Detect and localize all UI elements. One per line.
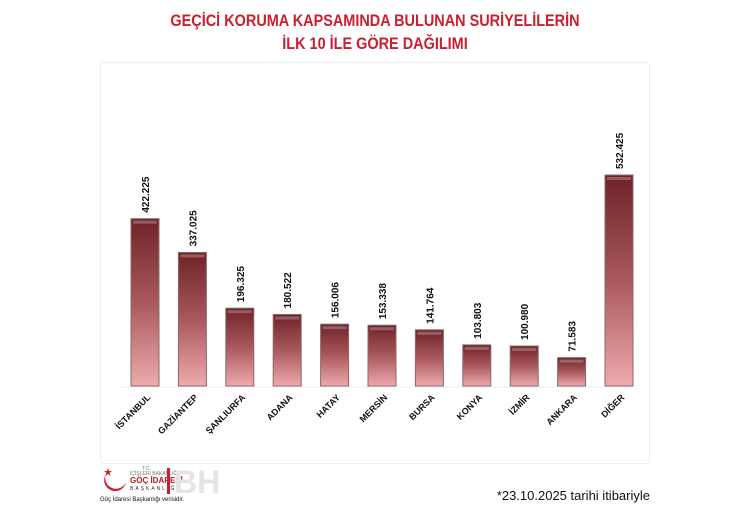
value-label: 71.583 [568, 321, 579, 352]
bar-highlight [417, 331, 442, 335]
chart-title: GEÇİCİ KORUMA KAPSAMINDA BULUNAN SURİYEL… [56, 9, 694, 55]
bar [557, 357, 587, 387]
bar [225, 307, 255, 387]
bar [367, 324, 397, 387]
value-label: 196.325 [236, 266, 247, 303]
bar-highlight [464, 346, 489, 350]
goc-idaresi-logo: T.C. İÇİŞLERİ BAKANLIĞI GÖÇ İDARESİ BAŞK… [100, 464, 220, 503]
bar-highlight [227, 310, 252, 314]
value-label: 532.425 [615, 132, 626, 169]
category-label: İSTANBUL [114, 392, 153, 431]
category-label: KONYA [455, 392, 485, 422]
bar [272, 313, 302, 387]
bar-highlight [559, 359, 584, 363]
value-label: 337.025 [188, 210, 199, 247]
logo-name: GÖÇ İDARESİ [130, 476, 183, 485]
bar [177, 251, 207, 387]
title-line-1: GEÇİCİ KORUMA KAPSAMINDA BULUNAN SURİYEL… [170, 11, 580, 30]
category-label: MERSİN [358, 392, 390, 424]
bar-highlight [322, 326, 347, 330]
date-note: *23.10.2025 tarihi itibariyle [496, 488, 650, 503]
bar-highlight [275, 316, 300, 320]
bar [604, 174, 634, 387]
bar-highlight [180, 254, 205, 258]
bar [130, 218, 160, 387]
bar-highlight [133, 220, 157, 224]
category-label: DİĞER [598, 391, 626, 419]
category-label: ANKARA [544, 392, 579, 427]
logo-sub: BAŞKANLIĞI [130, 486, 180, 492]
bar [414, 329, 444, 387]
bar-highlight [370, 327, 394, 331]
bar-highlight [512, 347, 537, 351]
value-label: 103.803 [473, 302, 484, 339]
bh-watermark: BH [174, 464, 221, 500]
logo-tc: T.C. [142, 466, 151, 472]
logo-divider [167, 468, 170, 494]
value-label: 153.338 [378, 283, 389, 320]
bar-highlight [607, 177, 631, 180]
bar [320, 323, 350, 387]
category-label: GAZİANTEP [156, 392, 200, 436]
bar [462, 344, 492, 387]
crescent-star-icon [104, 468, 126, 492]
value-label: 141.764 [425, 287, 436, 324]
value-label: 100.980 [520, 303, 531, 340]
category-label: HATAY [315, 392, 342, 419]
bar [509, 345, 539, 387]
category-label: ADANA [265, 392, 295, 422]
category-label: İZMİR [507, 392, 532, 417]
value-label: 180.522 [283, 272, 294, 309]
logo-ministry: İÇİŞLERİ BAKANLIĞI [130, 471, 179, 477]
value-label: 422.225 [141, 176, 152, 213]
category-label: BURSA [407, 392, 437, 422]
chart-area [100, 62, 650, 464]
category-label: ŞANLIURFA [204, 392, 248, 436]
source-note: Göç İdaresi Başkanlığı verisidir. [100, 497, 185, 503]
value-label: 156.006 [331, 282, 342, 319]
title-line-2: İLK 10 İLE GÖRE DAĞILIMI [282, 34, 468, 53]
